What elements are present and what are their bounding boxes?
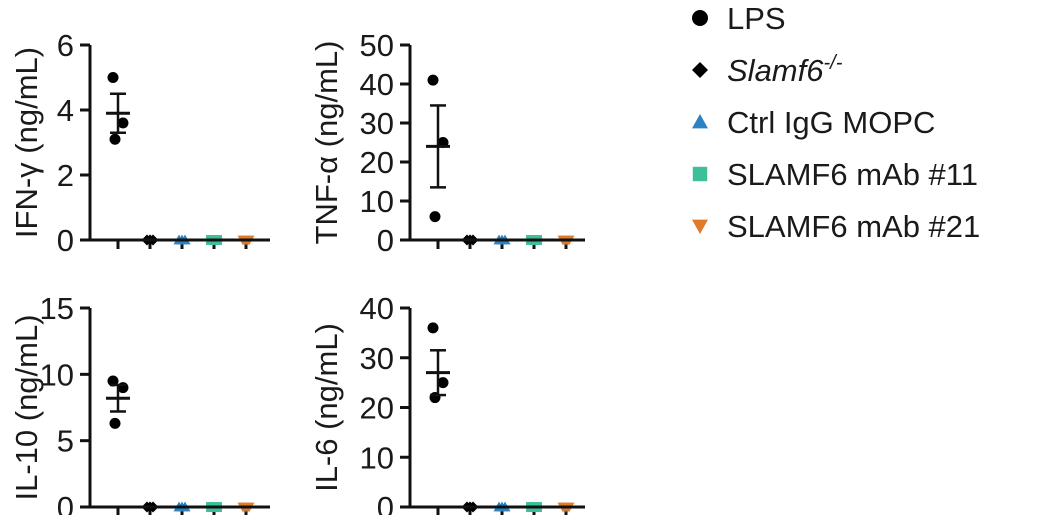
legend-item: Ctrl IgG MOPC — [692, 105, 935, 140]
data-point — [437, 377, 449, 389]
y-tick-label: 20 — [360, 391, 394, 426]
y-tick-label: 10 — [360, 440, 394, 475]
y-axis-label: IL-10 (ng/mL) — [9, 314, 44, 500]
chart-panel-1: 0 2 4 6 IFN-γ (ng/mL) — [9, 28, 270, 258]
y-axis-label: TNF-α (ng/mL) — [309, 41, 344, 245]
legend-label: LPS — [727, 1, 786, 36]
y-tick-label: 0 — [57, 223, 74, 258]
y-tick-label: 40 — [360, 67, 394, 102]
legend-item: Slamf6-/- — [692, 52, 843, 88]
y-tick-label: 10 — [40, 357, 74, 392]
data-point — [429, 211, 441, 223]
legend-label: Slamf6-/- — [727, 52, 843, 88]
y-tick-label: 30 — [360, 106, 394, 141]
legend: LPS Slamf6-/- Ctrl IgG MOPC SLAMF6 mAb #11 S… — [692, 1, 980, 244]
y-tick-label: 50 — [360, 28, 394, 63]
chart-panel-4: 0 10 20 30 40 IL-6 (ng/mL) — [309, 291, 585, 515]
legend-label: SLAMF6 mAb #11 — [727, 157, 978, 192]
data-point — [109, 417, 121, 429]
y-tick-label: 20 — [360, 145, 394, 180]
legend-marker-icon — [692, 114, 708, 129]
y-tick-label: 0 — [57, 490, 74, 515]
legend-item: SLAMF6 mAb #11 — [692, 157, 978, 192]
legend-item: SLAMF6 mAb #21 — [692, 209, 980, 244]
y-tick-label: 15 — [40, 291, 74, 326]
y-tick-label: 10 — [360, 184, 394, 219]
legend-item: LPS — [692, 1, 786, 36]
data-point — [427, 74, 439, 86]
legend-label: SLAMF6 mAb #21 — [727, 209, 980, 244]
legend-superscript: -/- — [823, 52, 842, 74]
y-tick-label: 2 — [57, 158, 74, 193]
legend-label: Ctrl IgG MOPC — [727, 105, 935, 140]
legend-marker-icon — [692, 219, 708, 234]
y-tick-label: 5 — [57, 424, 74, 459]
y-tick-label: 4 — [57, 93, 74, 128]
data-point — [427, 322, 439, 334]
y-tick-label: 30 — [360, 341, 394, 376]
y-axis-label: IL-6 (ng/mL) — [309, 323, 344, 492]
y-tick-label: 6 — [57, 28, 74, 63]
y-axis-label: IFN-γ (ng/mL) — [9, 47, 44, 238]
legend-marker-icon — [692, 62, 708, 78]
y-tick-label: 40 — [360, 291, 394, 326]
data-point — [109, 133, 121, 145]
y-tick-label: 0 — [377, 490, 394, 515]
y-tick-label: 0 — [377, 223, 394, 258]
data-point — [107, 72, 119, 83]
legend-marker-icon — [692, 10, 708, 26]
chart-panel-2: 0 10 20 30 40 50 TNF-α (ng/mL) — [309, 28, 585, 258]
data-point — [117, 117, 129, 129]
legend-marker-icon — [692, 166, 708, 182]
